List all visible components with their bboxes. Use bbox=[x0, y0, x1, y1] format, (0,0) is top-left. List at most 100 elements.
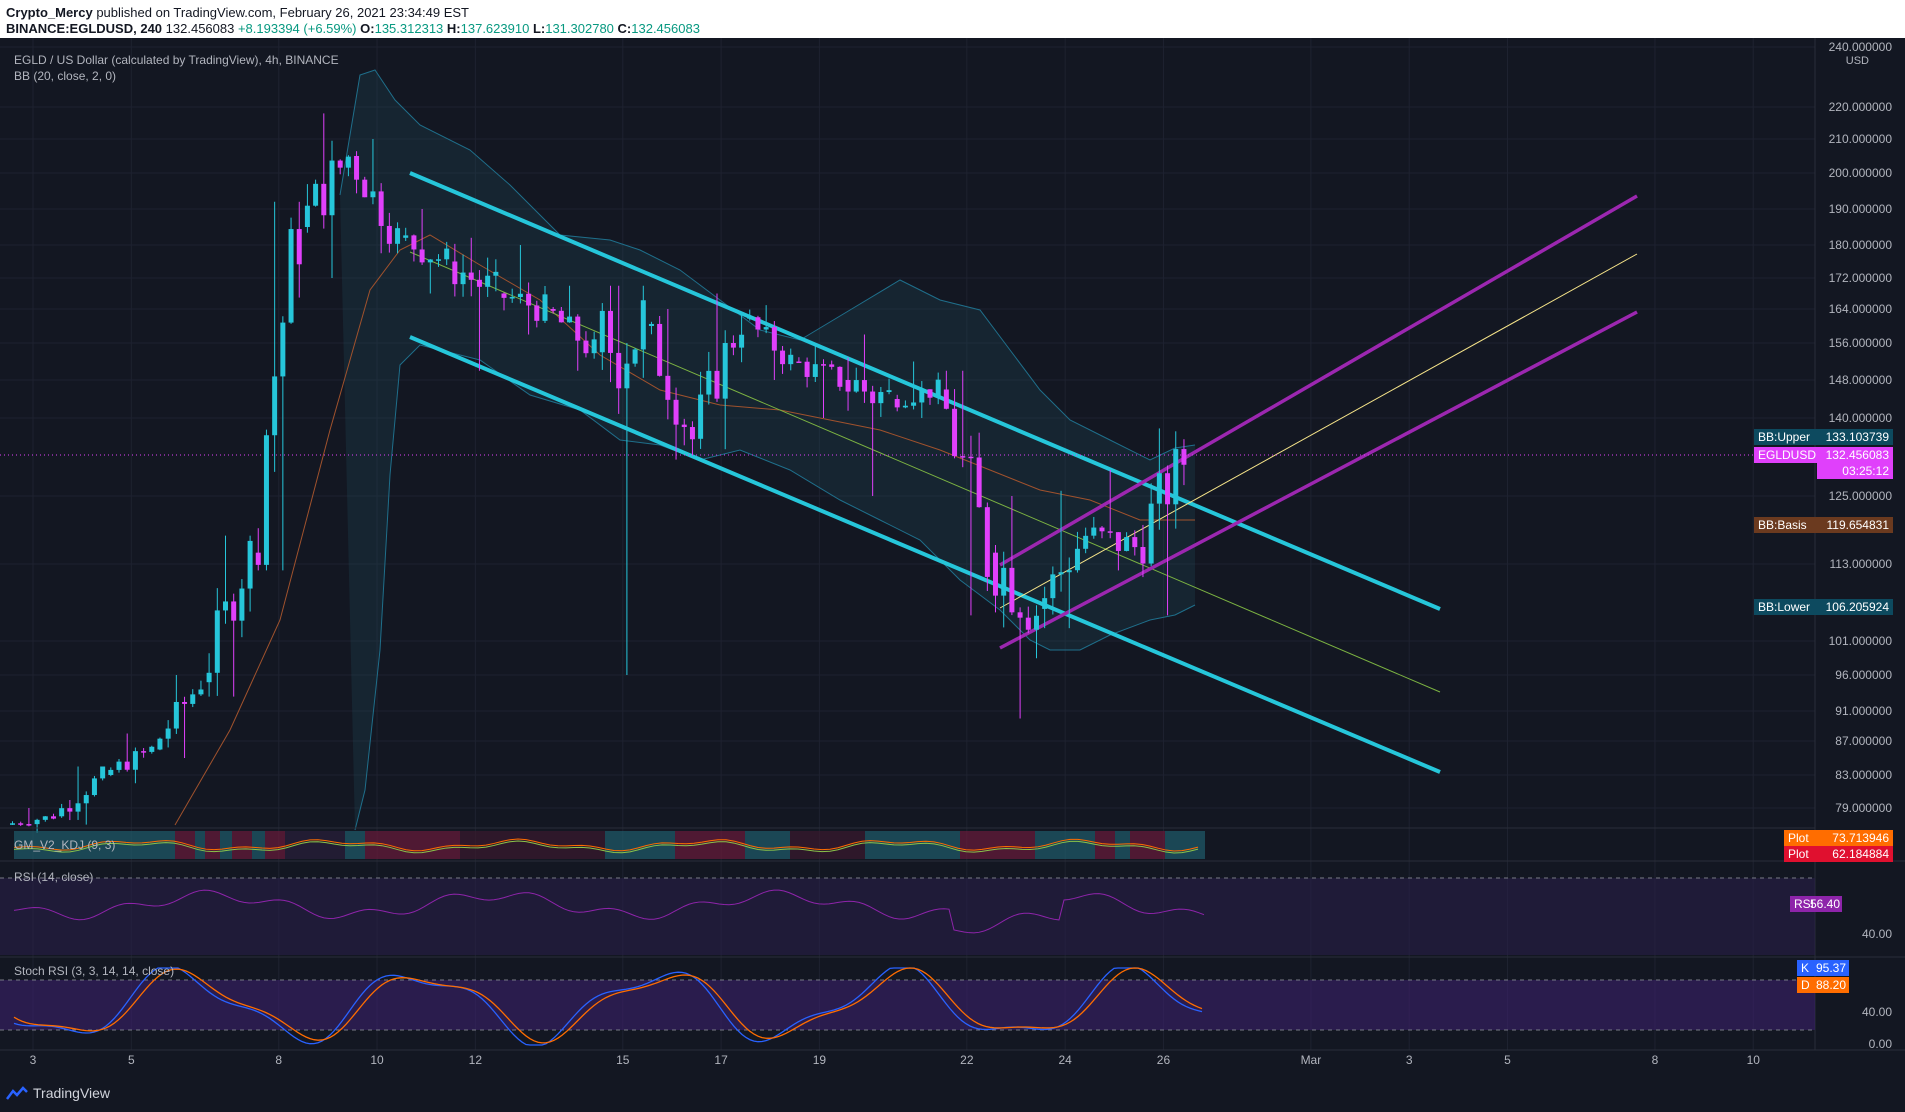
candle-body bbox=[943, 389, 949, 409]
stoch-tick-label: 0.00 bbox=[1869, 1037, 1893, 1051]
footer: TradingView bbox=[0, 1077, 1905, 1112]
author-name[interactable]: Crypto_Mercy bbox=[6, 5, 93, 20]
candle-body bbox=[436, 259, 441, 261]
price-tag-value: 106.205924 bbox=[1826, 600, 1890, 614]
bb-legend[interactable]: BB (20, close, 2, 0) bbox=[14, 69, 117, 83]
candle-body bbox=[116, 761, 122, 770]
candle-body bbox=[1017, 612, 1023, 618]
candle-body bbox=[1173, 449, 1179, 505]
candle-body bbox=[976, 457, 982, 508]
rsi-legend[interactable]: RSI (14, close) bbox=[14, 870, 94, 884]
candle-body bbox=[386, 225, 392, 244]
price-tick-label: 180.000000 bbox=[1829, 238, 1893, 252]
candle-body bbox=[304, 205, 310, 227]
kdj-block bbox=[345, 831, 365, 859]
time-tick-label: 22 bbox=[960, 1053, 974, 1067]
kdj-block bbox=[205, 831, 220, 859]
publish-line: Crypto_Mercy published on TradingView.co… bbox=[6, 5, 469, 20]
indicator-tag-value: 88.20 bbox=[1816, 978, 1846, 992]
candle-body bbox=[411, 235, 417, 250]
candle-body bbox=[1091, 527, 1097, 536]
high-label: H: bbox=[446, 21, 461, 36]
kdj-block bbox=[745, 831, 790, 859]
indicator-tag-name: Plot bbox=[1788, 831, 1809, 845]
kdj-block bbox=[1130, 831, 1165, 859]
kdj-block bbox=[865, 831, 960, 859]
candle-body bbox=[182, 701, 188, 704]
time-tick-label: 5 bbox=[128, 1053, 135, 1067]
low-label: L: bbox=[532, 21, 546, 36]
bollinger-bands bbox=[174, 69, 1196, 831]
candle-body bbox=[1156, 473, 1162, 504]
candle-body bbox=[853, 380, 859, 392]
channel-lower-line bbox=[409, 335, 1441, 774]
kdj-line bbox=[13, 840, 1199, 854]
candle-body bbox=[100, 766, 106, 779]
candle-body bbox=[616, 352, 622, 389]
candle-body bbox=[1165, 473, 1171, 505]
stoch-legend[interactable]: Stoch RSI (3, 3, 14, 14, close) bbox=[14, 964, 175, 978]
candle-body bbox=[337, 160, 343, 168]
kdj-block bbox=[1095, 831, 1115, 859]
candle-body bbox=[935, 379, 941, 398]
candle-body bbox=[91, 778, 97, 796]
bb-fill bbox=[340, 70, 1195, 830]
channel-median-line bbox=[409, 251, 1441, 693]
candle-body bbox=[747, 317, 753, 319]
tradingview-logo[interactable]: TradingView bbox=[6, 1085, 110, 1101]
candle-body bbox=[149, 746, 155, 752]
open-value: 135.312313 bbox=[374, 21, 444, 36]
time-axis: 3 5 8 10 12 15 17 19 22 24 26 Mar 3 5 8 10 bbox=[0, 1049, 1905, 1077]
kdj-block bbox=[252, 831, 265, 859]
time-tick-label: 5 bbox=[1504, 1053, 1511, 1067]
symbol-description[interactable]: EGLD / US Dollar (calculated by TradingV… bbox=[14, 53, 339, 67]
candle-body bbox=[280, 322, 286, 377]
candle-body bbox=[288, 229, 294, 323]
kdj-legend[interactable]: GM_V2_KDJ (9, 3) bbox=[14, 838, 116, 852]
candle-body bbox=[1148, 503, 1154, 564]
drawing-tools bbox=[0, 171, 1815, 774]
pitchfork-lower-line bbox=[999, 310, 1638, 650]
candle-body bbox=[132, 751, 138, 770]
stoch-d-line bbox=[13, 967, 1203, 1044]
price-tick-label: 164.000000 bbox=[1829, 302, 1893, 316]
price-tick-label: 125.000000 bbox=[1829, 489, 1893, 503]
tradingview-icon bbox=[6, 1086, 28, 1100]
indicator-tag-value: 56.40 bbox=[1810, 897, 1840, 911]
time-tick-label: 12 bbox=[469, 1053, 483, 1067]
price-tick-label: 91.000000 bbox=[1835, 704, 1892, 718]
last-price: 132.456083 bbox=[165, 21, 235, 36]
candle-body bbox=[911, 402, 917, 406]
time-tick-label: 3 bbox=[1406, 1053, 1413, 1067]
low-value: 131.302780 bbox=[545, 21, 614, 36]
price-chart[interactable]: 240.000000 220.000000 210.000000 200.000000… bbox=[0, 38, 1905, 1077]
candle-body bbox=[657, 323, 663, 376]
candle-body bbox=[501, 293, 507, 298]
candle-body bbox=[1140, 547, 1146, 564]
candle-body bbox=[550, 309, 556, 311]
indicator-tag bbox=[1784, 846, 1893, 862]
candle-body bbox=[829, 364, 835, 367]
price-tick-label: 190.000000 bbox=[1829, 202, 1893, 216]
price-tick-label: 240.000000 bbox=[1829, 40, 1893, 54]
candle-body bbox=[1050, 574, 1056, 599]
candle-body bbox=[51, 816, 56, 819]
price-tick-label: 172.000000 bbox=[1829, 271, 1893, 285]
candle-body bbox=[837, 366, 843, 387]
candle-body bbox=[960, 456, 966, 458]
candle-body bbox=[952, 408, 958, 457]
candle-body bbox=[468, 272, 474, 280]
candle-body bbox=[59, 808, 65, 817]
indicator-tag-value: 95.37 bbox=[1816, 961, 1846, 975]
close-value: 132.456083 bbox=[631, 21, 700, 36]
currency-label: USD bbox=[1846, 55, 1869, 67]
candle-body bbox=[370, 191, 376, 198]
bb-lower-line bbox=[354, 344, 1196, 831]
price-tag bbox=[1754, 447, 1893, 463]
price-tick-label: 156.000000 bbox=[1829, 336, 1893, 350]
candle-body bbox=[730, 343, 736, 348]
time-tick-label: 10 bbox=[370, 1053, 384, 1067]
candle-body bbox=[460, 272, 466, 285]
candle-body bbox=[632, 349, 638, 364]
kdj-block bbox=[14, 831, 175, 859]
